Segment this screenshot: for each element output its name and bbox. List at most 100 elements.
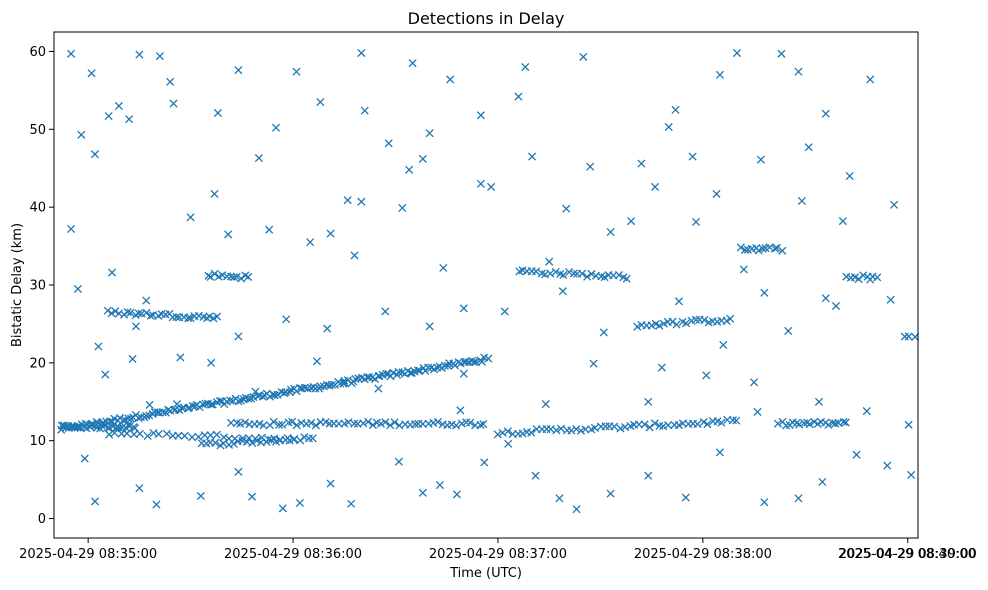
data-point bbox=[212, 430, 221, 439]
data-point bbox=[797, 196, 806, 205]
data-point bbox=[135, 429, 144, 438]
data-point bbox=[226, 418, 236, 427]
data-point bbox=[162, 429, 171, 438]
data-point bbox=[285, 436, 294, 445]
data-point bbox=[640, 420, 649, 429]
data-point bbox=[413, 366, 422, 375]
data-point bbox=[715, 448, 724, 457]
data-point bbox=[681, 493, 690, 502]
data-point bbox=[586, 162, 595, 171]
data-point bbox=[671, 105, 680, 114]
data-point bbox=[452, 421, 461, 430]
data-point bbox=[531, 471, 540, 480]
data-point bbox=[439, 263, 448, 272]
data-point bbox=[278, 504, 287, 513]
data-point bbox=[155, 408, 164, 417]
data-point bbox=[587, 269, 596, 279]
y-axis-ticks: 0 10 20 30 40 50 60 bbox=[29, 45, 54, 527]
data-point bbox=[176, 353, 185, 362]
data-point bbox=[123, 308, 132, 317]
data-point bbox=[459, 369, 468, 378]
data-point bbox=[545, 257, 554, 266]
data-point bbox=[627, 217, 636, 226]
data-point bbox=[555, 494, 564, 503]
data-point bbox=[142, 296, 151, 305]
data-point bbox=[480, 458, 489, 467]
data-points bbox=[57, 48, 920, 514]
data-point bbox=[142, 308, 151, 317]
data-point bbox=[821, 109, 830, 118]
data-point bbox=[904, 420, 913, 429]
data-point bbox=[104, 112, 113, 121]
data-point bbox=[659, 319, 668, 328]
data-point bbox=[804, 143, 813, 152]
data-point bbox=[196, 491, 205, 501]
data-point bbox=[282, 315, 291, 324]
data-point bbox=[722, 316, 731, 325]
data-point bbox=[541, 400, 550, 409]
data-point bbox=[579, 52, 588, 61]
data-point bbox=[172, 313, 181, 322]
data-point bbox=[186, 213, 195, 222]
data-point bbox=[866, 275, 875, 284]
data-point bbox=[111, 307, 120, 316]
data-point bbox=[452, 490, 462, 499]
data-point bbox=[174, 431, 183, 440]
data-point bbox=[569, 269, 578, 278]
data-point bbox=[479, 419, 488, 429]
data-point bbox=[760, 288, 769, 297]
data-point bbox=[306, 238, 315, 247]
data-point bbox=[760, 498, 769, 507]
data-point bbox=[890, 200, 899, 209]
data-point bbox=[750, 378, 759, 387]
data-point bbox=[101, 370, 110, 379]
data-point bbox=[672, 320, 681, 329]
data-point bbox=[886, 295, 895, 304]
data-point bbox=[224, 440, 234, 449]
data-point bbox=[326, 479, 335, 488]
data-point bbox=[614, 271, 624, 280]
data-point bbox=[292, 67, 301, 76]
data-point bbox=[106, 417, 115, 426]
data-point bbox=[300, 433, 309, 442]
data-point bbox=[73, 284, 82, 293]
data-point bbox=[213, 108, 222, 118]
data-point bbox=[531, 267, 541, 276]
data-point bbox=[726, 314, 735, 323]
data-point bbox=[394, 368, 403, 377]
data-point bbox=[169, 99, 178, 108]
data-point bbox=[94, 342, 103, 351]
data-point bbox=[655, 321, 664, 330]
data-point bbox=[425, 129, 434, 138]
data-point bbox=[435, 481, 444, 490]
data-point bbox=[433, 417, 442, 426]
data-point bbox=[208, 400, 217, 409]
data-point bbox=[316, 382, 325, 391]
data-point bbox=[134, 309, 143, 318]
data-point bbox=[728, 416, 737, 425]
data-point bbox=[234, 397, 243, 406]
data-point bbox=[645, 423, 654, 432]
data-point bbox=[381, 418, 390, 427]
data-point bbox=[487, 182, 496, 191]
data-point bbox=[622, 274, 631, 283]
data-point bbox=[97, 421, 106, 430]
data-point bbox=[110, 428, 119, 437]
data-point bbox=[194, 432, 203, 442]
data-point bbox=[351, 374, 360, 384]
data-point bbox=[347, 499, 356, 508]
data-point bbox=[244, 394, 253, 403]
data-point bbox=[821, 294, 830, 303]
data-point bbox=[753, 407, 762, 416]
data-point bbox=[241, 418, 250, 427]
data-point bbox=[384, 139, 393, 148]
data-point bbox=[184, 314, 193, 323]
x-axis-title: Time (UTC) bbox=[449, 566, 522, 581]
data-point bbox=[382, 369, 391, 379]
data-point bbox=[343, 196, 352, 205]
data-point bbox=[229, 439, 238, 448]
data-point bbox=[107, 309, 116, 318]
data-point bbox=[581, 425, 590, 434]
data-point bbox=[839, 417, 848, 427]
data-point bbox=[883, 461, 892, 470]
